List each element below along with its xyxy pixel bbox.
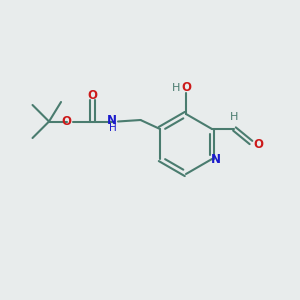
Text: N: N [106,114,116,128]
Text: O: O [181,81,191,94]
Text: H: H [109,123,116,133]
Text: O: O [61,115,71,128]
Text: O: O [88,88,98,102]
Text: O: O [254,137,263,151]
Text: N: N [211,153,221,167]
Text: H: H [230,112,239,122]
Text: H: H [172,82,181,93]
